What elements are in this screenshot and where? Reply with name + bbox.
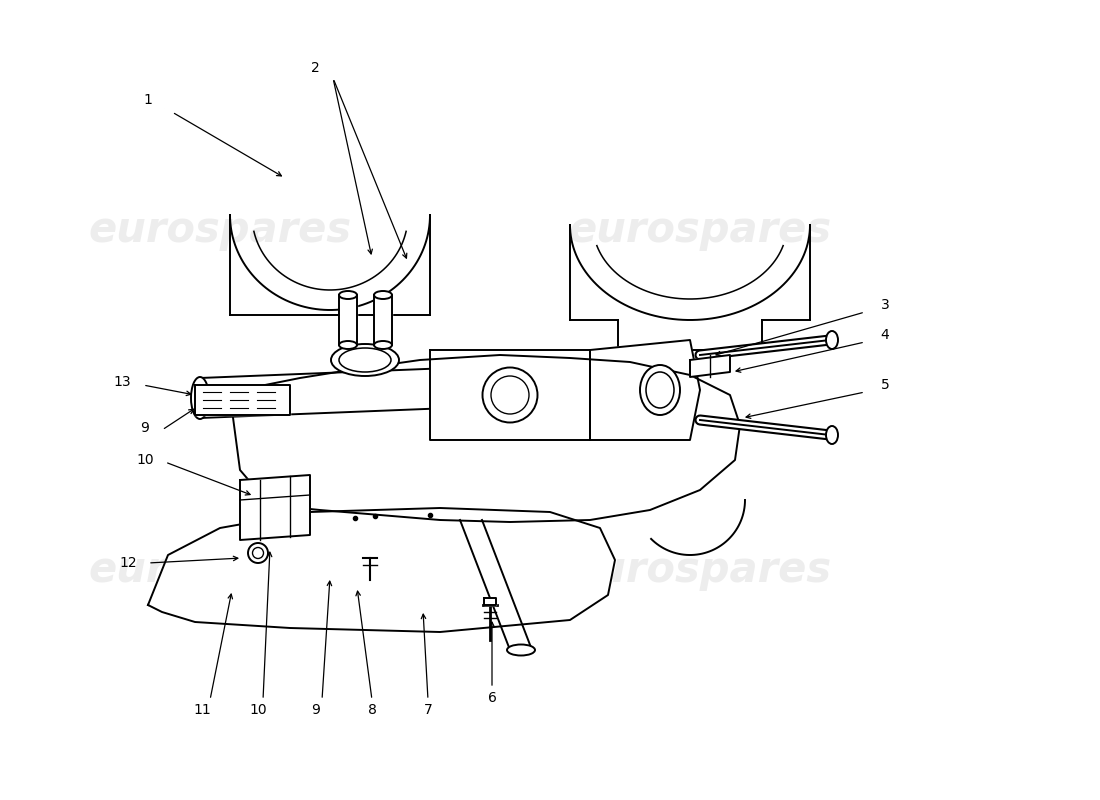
Text: 5: 5 xyxy=(881,378,890,392)
Ellipse shape xyxy=(640,365,680,415)
Text: 4: 4 xyxy=(881,328,890,342)
Polygon shape xyxy=(339,295,358,345)
Polygon shape xyxy=(430,350,590,440)
Polygon shape xyxy=(200,362,600,418)
Ellipse shape xyxy=(339,348,390,372)
Text: 7: 7 xyxy=(424,703,432,717)
Text: eurospares: eurospares xyxy=(569,209,832,251)
Text: 10: 10 xyxy=(250,703,267,717)
Ellipse shape xyxy=(826,331,838,349)
Polygon shape xyxy=(690,355,730,377)
Ellipse shape xyxy=(253,547,264,558)
Polygon shape xyxy=(590,340,700,440)
Text: 8: 8 xyxy=(367,703,376,717)
Text: 3: 3 xyxy=(881,298,890,312)
Polygon shape xyxy=(230,215,430,315)
Ellipse shape xyxy=(491,376,529,414)
Polygon shape xyxy=(195,385,290,415)
Text: 1: 1 xyxy=(144,93,153,107)
Ellipse shape xyxy=(191,377,209,419)
Text: 10: 10 xyxy=(136,453,154,467)
Polygon shape xyxy=(240,475,310,540)
Text: eurospares: eurospares xyxy=(88,549,352,591)
Polygon shape xyxy=(484,598,496,605)
Text: 13: 13 xyxy=(113,375,131,389)
Ellipse shape xyxy=(339,291,358,299)
Ellipse shape xyxy=(331,344,399,376)
Ellipse shape xyxy=(374,291,392,299)
Text: 9: 9 xyxy=(311,703,320,717)
Text: eurospares: eurospares xyxy=(569,549,832,591)
Polygon shape xyxy=(570,225,810,320)
Ellipse shape xyxy=(646,372,674,408)
Ellipse shape xyxy=(483,367,538,422)
Text: 9: 9 xyxy=(141,421,150,435)
Text: 12: 12 xyxy=(119,556,136,570)
Ellipse shape xyxy=(826,426,838,444)
Polygon shape xyxy=(230,355,740,522)
Ellipse shape xyxy=(507,645,535,655)
Ellipse shape xyxy=(339,341,358,349)
Text: 6: 6 xyxy=(487,691,496,705)
Ellipse shape xyxy=(374,341,392,349)
Text: 2: 2 xyxy=(310,61,319,75)
Polygon shape xyxy=(148,508,615,632)
Ellipse shape xyxy=(248,543,268,563)
Text: eurospares: eurospares xyxy=(88,209,352,251)
Polygon shape xyxy=(374,295,392,345)
Text: 11: 11 xyxy=(194,703,211,717)
